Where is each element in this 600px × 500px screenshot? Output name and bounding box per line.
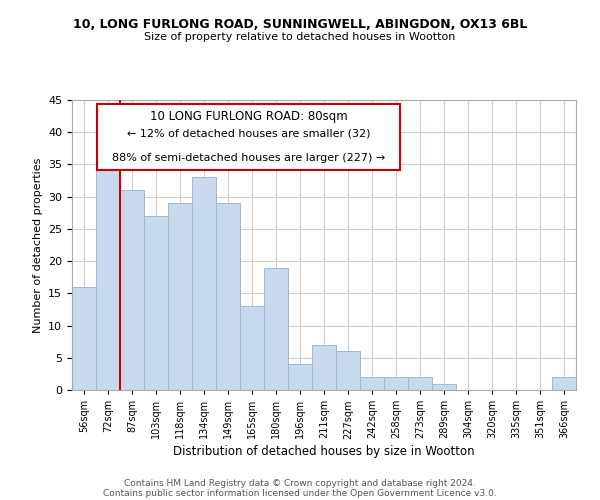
- FancyBboxPatch shape: [97, 104, 400, 170]
- Bar: [288, 364, 312, 390]
- Bar: [168, 203, 192, 390]
- Bar: [264, 268, 288, 390]
- Bar: [432, 384, 456, 390]
- Bar: [336, 352, 360, 390]
- Bar: [96, 158, 120, 390]
- Bar: [144, 216, 168, 390]
- Bar: [408, 377, 432, 390]
- Bar: [552, 377, 576, 390]
- Y-axis label: Number of detached properties: Number of detached properties: [32, 158, 43, 332]
- Text: 10 LONG FURLONG ROAD: 80sqm: 10 LONG FURLONG ROAD: 80sqm: [149, 110, 347, 123]
- Text: 88% of semi-detached houses are larger (227) →: 88% of semi-detached houses are larger (…: [112, 153, 385, 163]
- Text: Contains public sector information licensed under the Open Government Licence v3: Contains public sector information licen…: [103, 488, 497, 498]
- Bar: [120, 190, 144, 390]
- X-axis label: Distribution of detached houses by size in Wootton: Distribution of detached houses by size …: [173, 446, 475, 458]
- Bar: [240, 306, 264, 390]
- Text: Contains HM Land Registry data © Crown copyright and database right 2024.: Contains HM Land Registry data © Crown c…: [124, 478, 476, 488]
- Text: Size of property relative to detached houses in Wootton: Size of property relative to detached ho…: [145, 32, 455, 42]
- Bar: [384, 377, 408, 390]
- Bar: [216, 203, 240, 390]
- Text: 10, LONG FURLONG ROAD, SUNNINGWELL, ABINGDON, OX13 6BL: 10, LONG FURLONG ROAD, SUNNINGWELL, ABIN…: [73, 18, 527, 30]
- Bar: [312, 345, 336, 390]
- Bar: [72, 287, 96, 390]
- Bar: [360, 377, 384, 390]
- Text: ← 12% of detached houses are smaller (32): ← 12% of detached houses are smaller (32…: [127, 128, 370, 138]
- Bar: [192, 178, 216, 390]
